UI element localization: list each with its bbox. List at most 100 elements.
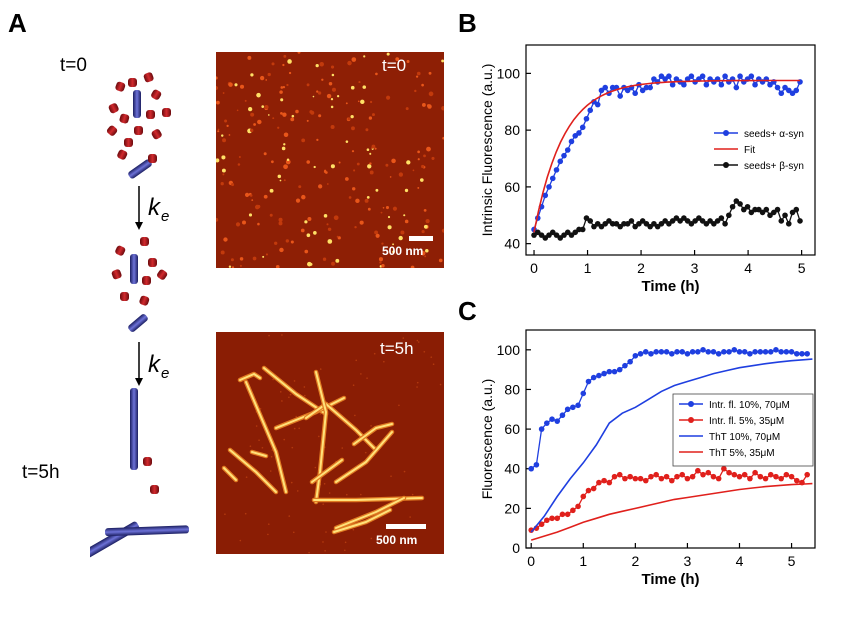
- data-point: [674, 349, 680, 355]
- data-point: [549, 515, 555, 522]
- data-point: [797, 218, 803, 224]
- afm-particle: [221, 168, 226, 173]
- afm-particle: [350, 85, 355, 90]
- data-point: [585, 487, 592, 494]
- data-point: [611, 368, 618, 375]
- data-point: [632, 352, 639, 359]
- afm-particle: [236, 109, 239, 112]
- afm-particle: [253, 123, 256, 126]
- afm-particle: [251, 199, 254, 201]
- afm-particle: [221, 155, 226, 160]
- data-point: [773, 347, 779, 353]
- data-point: [658, 349, 665, 355]
- afm-particle: [404, 219, 409, 224]
- afm-particle: [333, 215, 339, 221]
- afm-particle: [330, 98, 334, 101]
- plot-frame: [525, 329, 816, 549]
- y-tick-label: 60: [504, 179, 520, 195]
- afm-fibril: [333, 509, 391, 533]
- afm-particle: [249, 194, 253, 197]
- afm-fibril: [315, 371, 327, 503]
- afm-particle: [421, 83, 424, 87]
- afm-particle: [382, 206, 385, 209]
- afm-particle: [428, 91, 434, 97]
- afm-particle: [301, 138, 306, 143]
- afm-particle: [331, 73, 335, 77]
- afm-particle: [425, 249, 429, 253]
- data-point: [576, 130, 582, 136]
- afm-particle: [421, 164, 425, 169]
- afm-particle: [297, 52, 301, 54]
- afm-particle: [347, 60, 352, 66]
- elongation-arrow-2: k e: [135, 342, 169, 386]
- x-tick-label: 4: [736, 553, 744, 569]
- legend: Intr. fl. 10%, 70μM Intr. fl. 5%, 35μM ThT…: [672, 393, 814, 467]
- afm-particle: [369, 152, 372, 155]
- afm-particle: [283, 164, 288, 170]
- series-line-2: [530, 358, 813, 533]
- data-point: [554, 418, 561, 424]
- afm-particle: [290, 240, 294, 244]
- afm-particle: [353, 169, 356, 172]
- data-point: [561, 152, 567, 159]
- afm-particle: [324, 169, 327, 172]
- data-point: [580, 390, 587, 397]
- afm-particle: [366, 148, 370, 152]
- afm-particle: [295, 198, 301, 203]
- legend: seeds+ α-syn Fit seeds+ β-syn: [714, 129, 804, 172]
- afm-particle: [220, 182, 224, 186]
- data-point: [666, 73, 672, 80]
- data-point: [637, 475, 644, 482]
- afm-particle: [257, 119, 262, 125]
- afm-particle: [267, 72, 271, 77]
- data-point: [596, 372, 602, 379]
- data-point: [564, 406, 571, 413]
- afm-particle: [328, 82, 333, 86]
- data-point: [632, 90, 638, 97]
- rate-constant-sub: e: [161, 208, 169, 225]
- afm-particle: [278, 221, 283, 226]
- data-point: [616, 366, 623, 373]
- afm-particle: [313, 165, 316, 169]
- data-point: [627, 473, 633, 480]
- afm-particle: [330, 164, 335, 169]
- data-point: [715, 475, 722, 482]
- afm-particle: [306, 160, 310, 164]
- afm-particle: [417, 150, 420, 154]
- afm-particle: [386, 52, 390, 56]
- afm-particle: [216, 85, 219, 91]
- afm-particle: [415, 75, 419, 78]
- afm-particle: [226, 124, 229, 128]
- afm-particle: [404, 188, 409, 193]
- afm-particle: [221, 134, 224, 137]
- afm-particle: [326, 183, 329, 185]
- afm-particle: [369, 100, 373, 104]
- afm-particle: [263, 152, 267, 156]
- data-point: [653, 471, 659, 478]
- afm-particle: [425, 219, 430, 224]
- afm-t0-scale-label: 500 nm: [382, 244, 424, 258]
- data-point: [778, 349, 784, 355]
- afm-particle: [369, 162, 372, 165]
- afm-particle: [262, 255, 265, 258]
- x-tick-label: 2: [637, 260, 645, 276]
- data-point: [695, 349, 701, 355]
- afm-particle: [279, 247, 284, 253]
- afm-particle: [360, 99, 365, 105]
- afm-particle: [369, 170, 374, 175]
- data-point: [793, 206, 800, 213]
- afm-particle: [275, 264, 280, 268]
- data-point: [804, 350, 810, 357]
- data-point: [554, 515, 561, 522]
- data-point: [544, 517, 550, 524]
- data-point: [570, 507, 576, 514]
- data-point: [737, 201, 743, 207]
- afm-particle: [441, 59, 444, 63]
- afm-particle: [239, 264, 242, 267]
- afm-particle: [222, 138, 227, 143]
- y-axis-label: Fluorescence (a.u.): [479, 379, 495, 500]
- data-point: [653, 349, 659, 355]
- afm-particle: [217, 130, 220, 133]
- data-point: [528, 465, 535, 472]
- data-point: [549, 175, 556, 182]
